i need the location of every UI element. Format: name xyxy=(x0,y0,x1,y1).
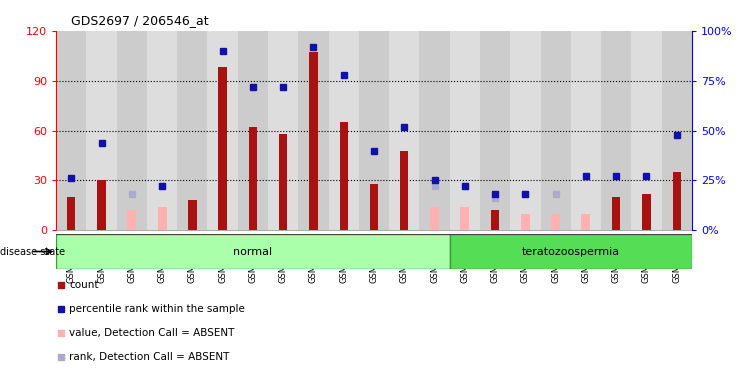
Bar xyxy=(400,151,408,230)
Bar xyxy=(340,122,348,230)
Bar xyxy=(298,31,328,230)
Text: rank, Detection Call = ABSENT: rank, Detection Call = ABSENT xyxy=(70,352,230,362)
Bar xyxy=(359,31,389,230)
Bar xyxy=(127,210,136,230)
Text: percentile rank within the sample: percentile rank within the sample xyxy=(70,304,245,314)
Text: normal: normal xyxy=(233,247,272,257)
Bar xyxy=(268,31,298,230)
Bar xyxy=(601,31,631,230)
Bar xyxy=(631,31,662,230)
Bar xyxy=(521,214,530,230)
Bar xyxy=(460,207,469,230)
Bar xyxy=(389,31,420,230)
Bar xyxy=(551,214,560,230)
Bar xyxy=(450,234,692,269)
Text: count: count xyxy=(70,280,99,290)
Bar xyxy=(491,210,499,230)
Bar xyxy=(56,31,86,230)
Bar xyxy=(56,234,450,269)
Bar xyxy=(581,214,590,230)
Bar xyxy=(188,200,197,230)
Bar xyxy=(662,31,692,230)
Bar xyxy=(279,134,287,230)
Bar xyxy=(612,197,620,230)
Bar xyxy=(571,31,601,230)
Bar xyxy=(86,31,117,230)
Bar xyxy=(158,207,167,230)
Text: disease state: disease state xyxy=(0,247,68,257)
Text: teratozoospermia: teratozoospermia xyxy=(522,247,620,257)
Text: value, Detection Call = ABSENT: value, Detection Call = ABSENT xyxy=(70,328,235,338)
Bar xyxy=(420,31,450,230)
Bar xyxy=(177,31,207,230)
Bar xyxy=(207,31,238,230)
Bar xyxy=(249,127,257,230)
Bar xyxy=(480,31,510,230)
Bar xyxy=(672,172,681,230)
Bar xyxy=(328,31,359,230)
Bar xyxy=(541,31,571,230)
Bar xyxy=(218,67,227,230)
Bar xyxy=(450,31,480,230)
Bar xyxy=(643,194,651,230)
Bar xyxy=(117,31,147,230)
Bar xyxy=(370,184,378,230)
Bar xyxy=(309,52,318,230)
Bar xyxy=(67,197,76,230)
Text: GDS2697 / 206546_at: GDS2697 / 206546_at xyxy=(71,14,209,27)
Bar xyxy=(430,207,439,230)
Bar xyxy=(510,31,541,230)
Bar xyxy=(147,31,177,230)
Bar xyxy=(97,180,105,230)
Bar xyxy=(238,31,268,230)
